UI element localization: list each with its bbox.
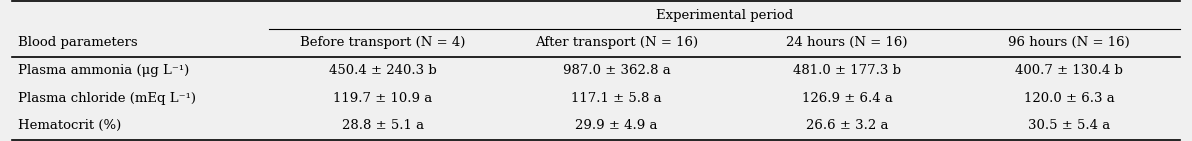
Text: 117.1 ± 5.8 a: 117.1 ± 5.8 a <box>571 92 662 105</box>
Text: 24 hours (N = 16): 24 hours (N = 16) <box>787 36 908 49</box>
Text: 126.9 ± 6.4 a: 126.9 ± 6.4 a <box>802 92 893 105</box>
Text: 400.7 ± 130.4 b: 400.7 ± 130.4 b <box>1016 64 1123 77</box>
Text: 481.0 ± 177.3 b: 481.0 ± 177.3 b <box>793 64 901 77</box>
Text: Experimental period: Experimental period <box>656 9 793 22</box>
Text: 987.0 ± 362.8 a: 987.0 ± 362.8 a <box>563 64 670 77</box>
Text: Before transport (N = 4): Before transport (N = 4) <box>300 36 466 49</box>
Text: Plasma chloride (mEq L⁻¹): Plasma chloride (mEq L⁻¹) <box>18 92 195 105</box>
Text: 30.5 ± 5.4 a: 30.5 ± 5.4 a <box>1028 119 1110 132</box>
Text: 119.7 ± 10.9 a: 119.7 ± 10.9 a <box>334 92 433 105</box>
Text: After transport (N = 16): After transport (N = 16) <box>535 36 699 49</box>
Text: 29.9 ± 4.9 a: 29.9 ± 4.9 a <box>576 119 658 132</box>
Text: 120.0 ± 6.3 a: 120.0 ± 6.3 a <box>1024 92 1115 105</box>
Text: 26.6 ± 3.2 a: 26.6 ± 3.2 a <box>806 119 888 132</box>
Text: Hematocrit (%): Hematocrit (%) <box>18 119 122 132</box>
Text: 28.8 ± 5.1 a: 28.8 ± 5.1 a <box>342 119 424 132</box>
Text: 96 hours (N = 16): 96 hours (N = 16) <box>1008 36 1130 49</box>
Text: 450.4 ± 240.3 b: 450.4 ± 240.3 b <box>329 64 436 77</box>
Text: Blood parameters: Blood parameters <box>18 36 137 49</box>
Text: Plasma ammonia (μg L⁻¹): Plasma ammonia (μg L⁻¹) <box>18 64 190 77</box>
